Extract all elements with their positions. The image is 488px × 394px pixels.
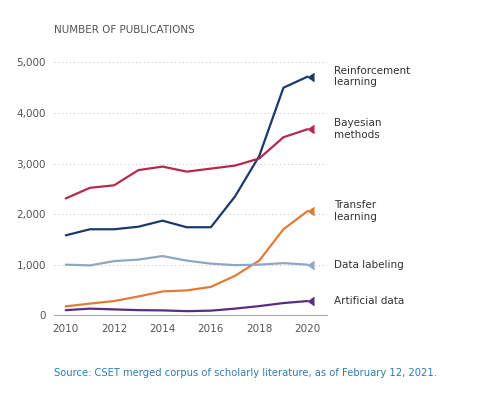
Text: Artificial data: Artificial data: [334, 296, 405, 306]
Text: Bayesian
methods: Bayesian methods: [334, 118, 382, 140]
Text: Data labeling: Data labeling: [334, 260, 404, 269]
Text: Transfer
learning: Transfer learning: [334, 200, 377, 222]
Text: NUMBER OF PUBLICATIONS: NUMBER OF PUBLICATIONS: [54, 26, 194, 35]
Text: Reinforcement
learning: Reinforcement learning: [334, 66, 410, 87]
Text: Source: CSET merged corpus of scholarly literature, as of February 12, 2021.: Source: CSET merged corpus of scholarly …: [54, 368, 437, 378]
